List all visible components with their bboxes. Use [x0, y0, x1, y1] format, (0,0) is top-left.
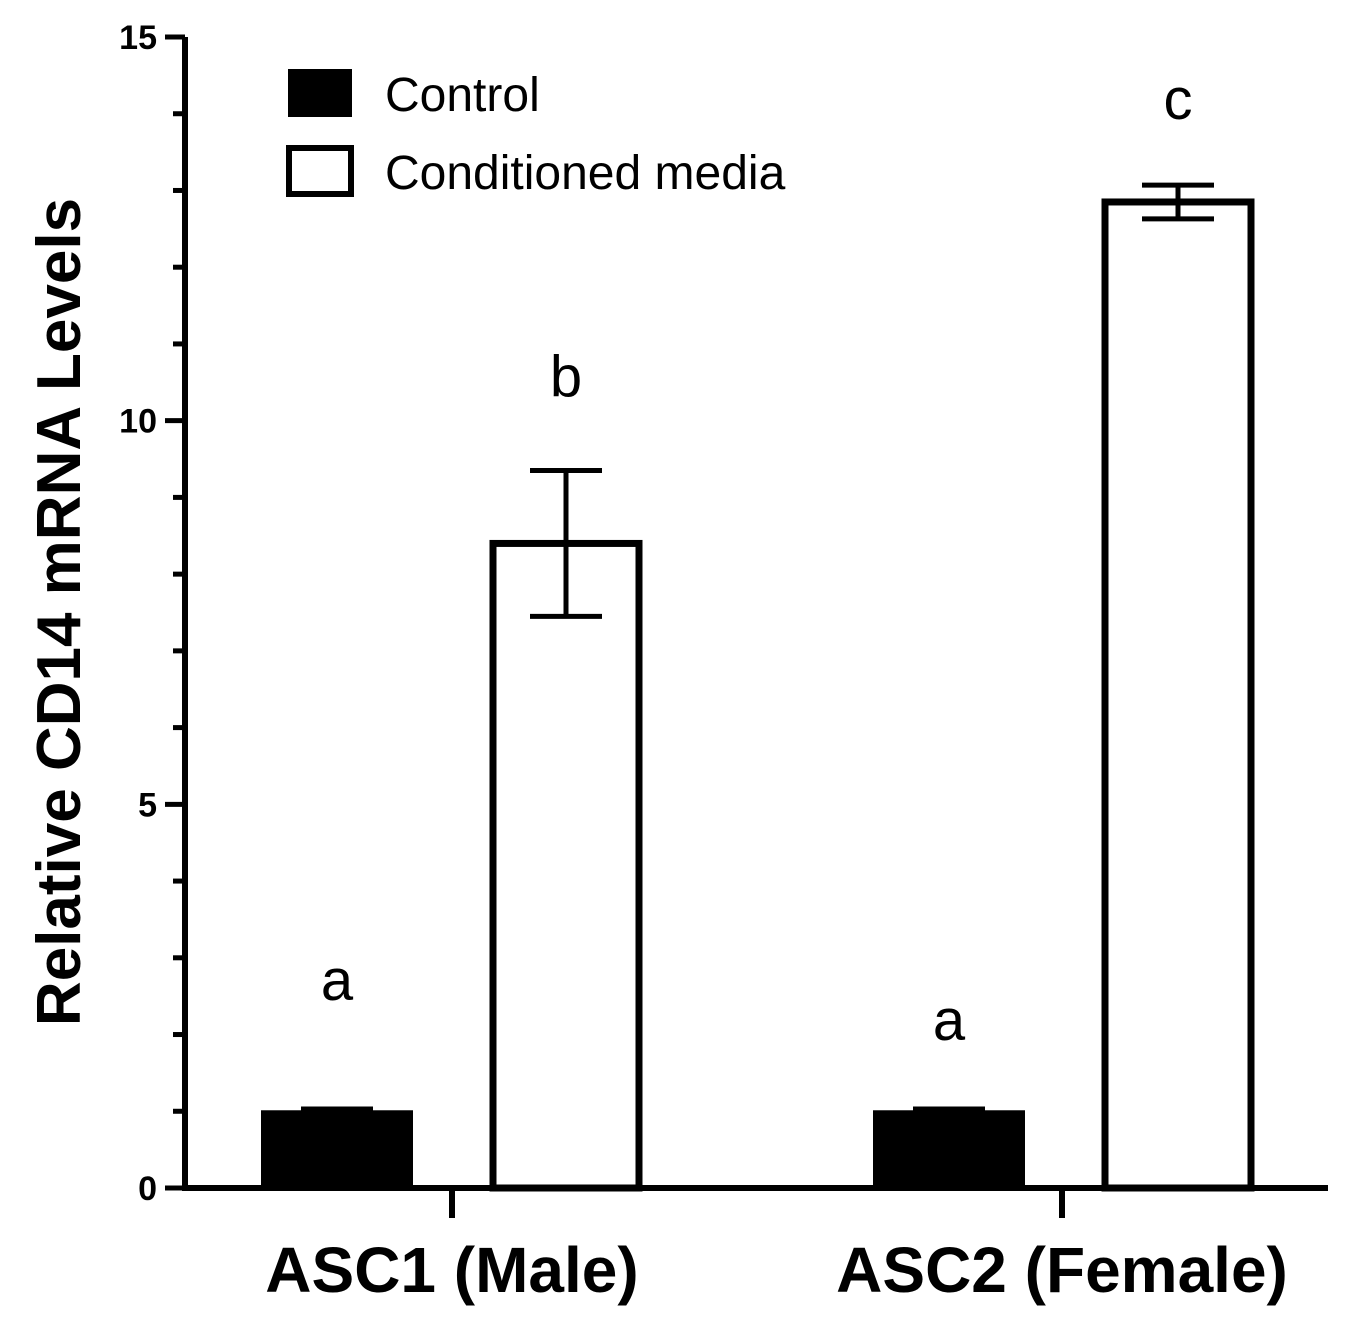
legend-swatch-conditioned [286, 145, 354, 197]
significance-letter: a [933, 988, 966, 1053]
error-bar-control-1 [301, 1106, 373, 1117]
legend-swatch-control [288, 69, 352, 117]
y-axis-title: Relative CD14 mRNA Levels [25, 198, 94, 1026]
y-tick-label: 0 [138, 1170, 157, 1208]
significance-letter: b [550, 345, 582, 410]
bar-control-2 [873, 1110, 1025, 1190]
error-bar-control-2 [913, 1106, 985, 1117]
bar-conditioned-1 [489, 539, 643, 1192]
significance-letter: a [321, 948, 354, 1013]
legend-label-conditioned: Conditioned media [385, 147, 786, 200]
axes: 0 5 10 15 ASC1 (Male) ASC2 (Female) [119, 19, 1328, 1306]
x-category-label: ASC2 (Female) [836, 1234, 1288, 1306]
y-tick-label: 5 [138, 786, 157, 824]
bar-control-1 [261, 1110, 413, 1190]
y-tick-label: 15 [119, 19, 157, 57]
y-tick-label: 10 [119, 403, 157, 441]
legend-label-control: Control [385, 69, 540, 122]
error-bar-conditioned-1 [530, 468, 602, 619]
error-bar-conditioned-2 [1142, 182, 1214, 222]
x-category-label: ASC1 (Male) [265, 1234, 638, 1306]
significance-letter: c [1164, 67, 1193, 132]
legend: Control Conditioned media [286, 69, 786, 200]
bars: a a b c [261, 67, 1255, 1192]
bar-conditioned-2 [1101, 198, 1255, 1192]
